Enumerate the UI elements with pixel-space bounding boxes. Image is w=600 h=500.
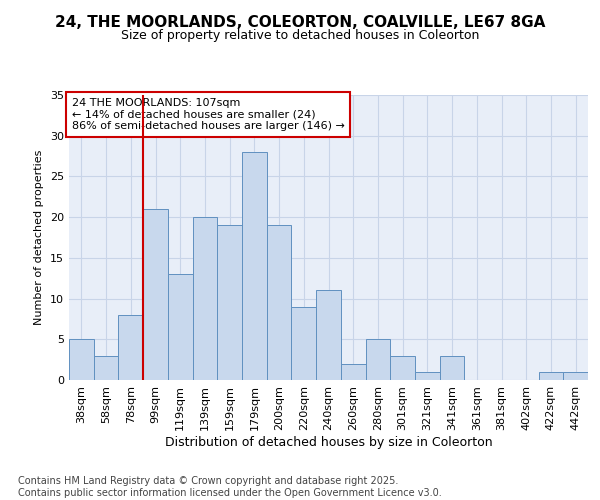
Bar xyxy=(365,340,390,380)
X-axis label: Distribution of detached houses by size in Coleorton: Distribution of detached houses by size … xyxy=(164,436,493,448)
Bar xyxy=(390,356,415,380)
Bar xyxy=(415,372,440,380)
Bar xyxy=(539,372,563,380)
Bar xyxy=(563,372,588,380)
Text: 24, THE MOORLANDS, COLEORTON, COALVILLE, LE67 8GA: 24, THE MOORLANDS, COLEORTON, COALVILLE,… xyxy=(55,15,545,30)
Bar xyxy=(94,356,118,380)
Bar xyxy=(193,217,217,380)
Y-axis label: Number of detached properties: Number of detached properties xyxy=(34,150,44,325)
Bar xyxy=(69,340,94,380)
Text: 24 THE MOORLANDS: 107sqm
← 14% of detached houses are smaller (24)
86% of semi-d: 24 THE MOORLANDS: 107sqm ← 14% of detach… xyxy=(71,98,344,131)
Bar xyxy=(292,306,316,380)
Bar xyxy=(143,209,168,380)
Bar xyxy=(440,356,464,380)
Bar xyxy=(316,290,341,380)
Bar xyxy=(267,226,292,380)
Text: Size of property relative to detached houses in Coleorton: Size of property relative to detached ho… xyxy=(121,28,479,42)
Text: Contains HM Land Registry data © Crown copyright and database right 2025.
Contai: Contains HM Land Registry data © Crown c… xyxy=(18,476,442,498)
Bar xyxy=(242,152,267,380)
Bar xyxy=(168,274,193,380)
Bar xyxy=(217,226,242,380)
Bar xyxy=(341,364,365,380)
Bar xyxy=(118,315,143,380)
